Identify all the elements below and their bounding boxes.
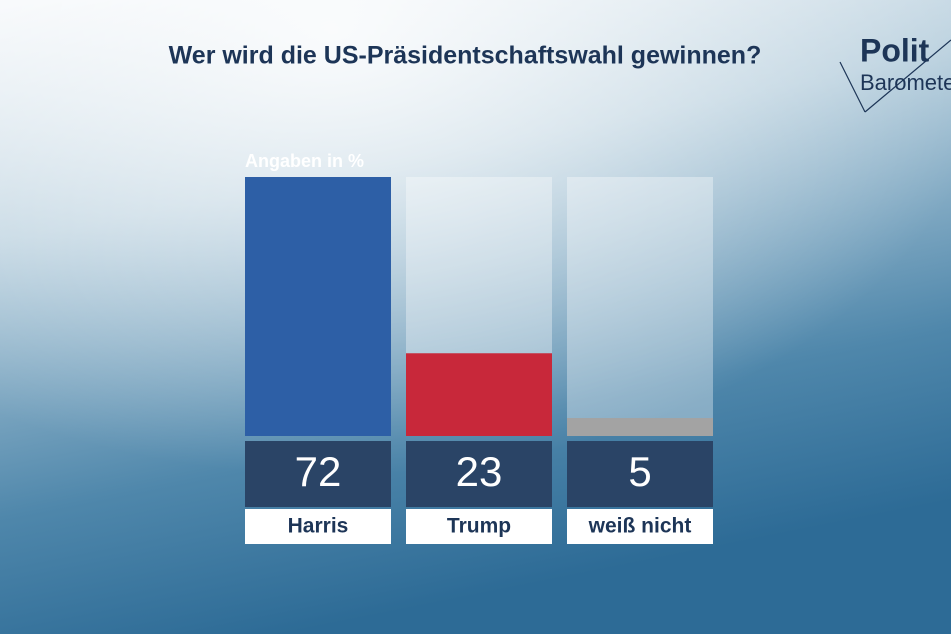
bar [245,177,391,436]
value-box [406,441,552,507]
bar [406,353,552,436]
logo-line [839,61,866,113]
category-box [245,509,391,544]
chart-title: Wer wird die US-Präsidentschaftswahl gew… [169,42,762,70]
chart-subtitle: Angaben in % [245,151,364,171]
category-label: weiß nicht [588,515,692,538]
value-label: 72 [295,448,342,495]
category-box [567,509,713,544]
logo-text: Barometer [860,70,951,95]
value-box [567,441,713,507]
category-label: Trump [447,515,511,538]
category-box [406,509,552,544]
value-label: 5 [628,448,651,495]
bar-track [567,177,713,436]
value-label: 23 [456,448,503,495]
value-box [245,441,391,507]
bar [567,418,713,436]
logo-text: Polit [860,32,930,68]
category-label: Harris [288,515,349,538]
logo-line [864,39,951,113]
